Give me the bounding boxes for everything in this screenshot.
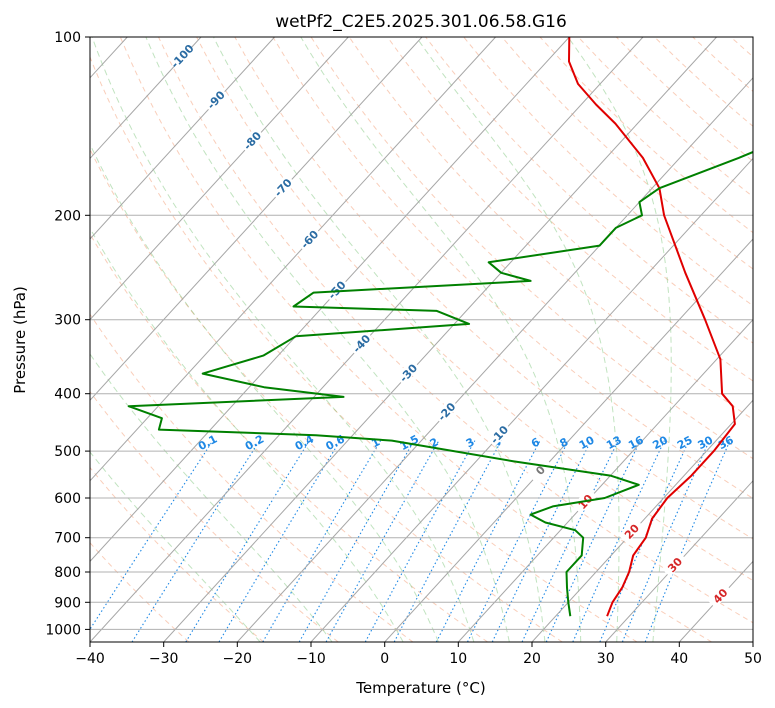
isotherm-line [531, 399, 753, 642]
dry-adiabat-line [90, 232, 488, 642]
y-tick-label: 500 [54, 444, 81, 460]
x-tick-label: 30 [597, 651, 615, 667]
isotherm-label-bg [296, 225, 322, 252]
moist-adiabat-line [91, 37, 475, 642]
y-tick-label: 700 [54, 531, 81, 547]
mixing-ratio-line [599, 440, 690, 642]
mixing-ratio-label: 13 [604, 433, 624, 452]
x-axis-label: Temperature (°C) [355, 679, 485, 697]
dry-adiabat-line [348, 37, 753, 421]
mixing-ratio-line [467, 440, 569, 642]
x-tick-label: −10 [296, 651, 326, 667]
y-tick-label: 1000 [45, 622, 81, 638]
dry-adiabat-line [196, 37, 753, 582]
y-tick-label: 400 [54, 387, 81, 403]
isotherm-label-bg [618, 517, 644, 544]
mixing-ratio-line [572, 440, 665, 642]
sounding-profiles [127, 37, 753, 617]
isotherm-label-bg [348, 329, 374, 356]
x-tick-label: 0 [380, 651, 389, 667]
moist-adiabat-line [90, 227, 404, 642]
isotherm-label-bg [526, 456, 553, 483]
isotherm-label-bg [433, 398, 459, 424]
y-axis-label: Pressure (hPa) [11, 286, 29, 394]
x-tick-label: −40 [75, 651, 105, 667]
x-tick-label: 10 [449, 651, 467, 667]
mixing-ratio-line [325, 440, 440, 642]
mixing-ratio-line [364, 440, 476, 642]
mixing-ratio-line [298, 440, 415, 642]
isotherm-line [90, 37, 202, 160]
isotherm-label-bg [323, 276, 349, 303]
isotherm-label-bg [202, 86, 228, 113]
isotherm-label-bg [661, 551, 687, 578]
moist-adiabat-line [213, 37, 546, 642]
isotherm-line [384, 238, 753, 642]
y-axis-ticks: 100 200 300 400 500 600 700 800 900 1000 [45, 30, 90, 638]
mixing-ratio-line [218, 440, 341, 642]
axes-frame [89, 36, 754, 643]
isotherm-line [163, 37, 717, 642]
mixing-ratio-line [621, 440, 710, 642]
dewpoint-profile-line [127, 150, 753, 617]
mixing-ratio-line [90, 440, 214, 631]
moist-adiabat-line [567, 37, 672, 642]
x-tick-label: 20 [523, 651, 541, 667]
plot-area: 0.10.20.40.611.52346810131620253036-100-… [90, 37, 753, 642]
dry-adiabat-line [90, 148, 563, 642]
mixing-ratio-line [185, 440, 310, 642]
y-tick-label: 100 [54, 30, 81, 46]
x-tick-label: −20 [223, 651, 253, 667]
y-tick-label: 900 [54, 595, 81, 611]
dry-adiabat-line [272, 37, 753, 500]
isotherm-line [90, 37, 496, 482]
isotherm-line [90, 37, 275, 240]
mixing-ratio-label: 30 [696, 433, 716, 452]
isotherm-label-bg [394, 359, 421, 386]
dry-adiabat-line [463, 37, 753, 307]
mixing-ratio-label: 10 [577, 433, 597, 452]
dry-adiabat-line [90, 466, 264, 642]
chart-title: wetPf2_C2E5.2025.301.06.58.G16 [275, 12, 567, 32]
isotherm-line [310, 157, 753, 642]
x-tick-label: 50 [744, 651, 762, 667]
moist-adiabat-line [145, 37, 510, 642]
isotherm-label-bg [238, 127, 265, 153]
isotherm-label-bg [706, 582, 733, 609]
mixing-ratio-line [262, 440, 382, 642]
mixing-ratio-line [491, 440, 592, 642]
mixing-ratio-label: 25 [675, 433, 695, 452]
y-tick-label: 600 [54, 491, 81, 507]
isotherm-line [236, 77, 753, 642]
mixing-ratio-label: 20 [650, 433, 670, 452]
dry-adiabat-line [386, 37, 753, 382]
isotherm-line [457, 318, 753, 642]
isotherm-line [605, 480, 753, 642]
mixing-ratio-line [131, 440, 261, 642]
isotherm-line [90, 37, 423, 401]
mixing-ratio-lines [90, 440, 731, 642]
y-tick-label: 200 [54, 208, 81, 224]
isotherm-line [90, 37, 570, 563]
x-tick-label: −30 [149, 651, 179, 667]
temperature-profile-line [568, 37, 736, 617]
isotherm-label-bg [168, 42, 195, 69]
moist-adiabat-line [90, 353, 333, 642]
x-axis-ticks: −40 −30 −20 −10 0 10 20 30 40 50 [75, 642, 762, 667]
moist-adiabat-line [415, 37, 620, 642]
moist-adiabat-line [90, 143, 439, 642]
isotherm-label-bg [485, 420, 512, 447]
mixing-ratio-label: 16 [626, 433, 646, 452]
x-tick-label: 40 [670, 651, 688, 667]
isotherm-label-bg [269, 173, 295, 200]
mixing-ratio-label: 36 [716, 433, 736, 452]
y-tick-label: 800 [54, 565, 81, 581]
y-tick-label: 300 [54, 313, 81, 329]
